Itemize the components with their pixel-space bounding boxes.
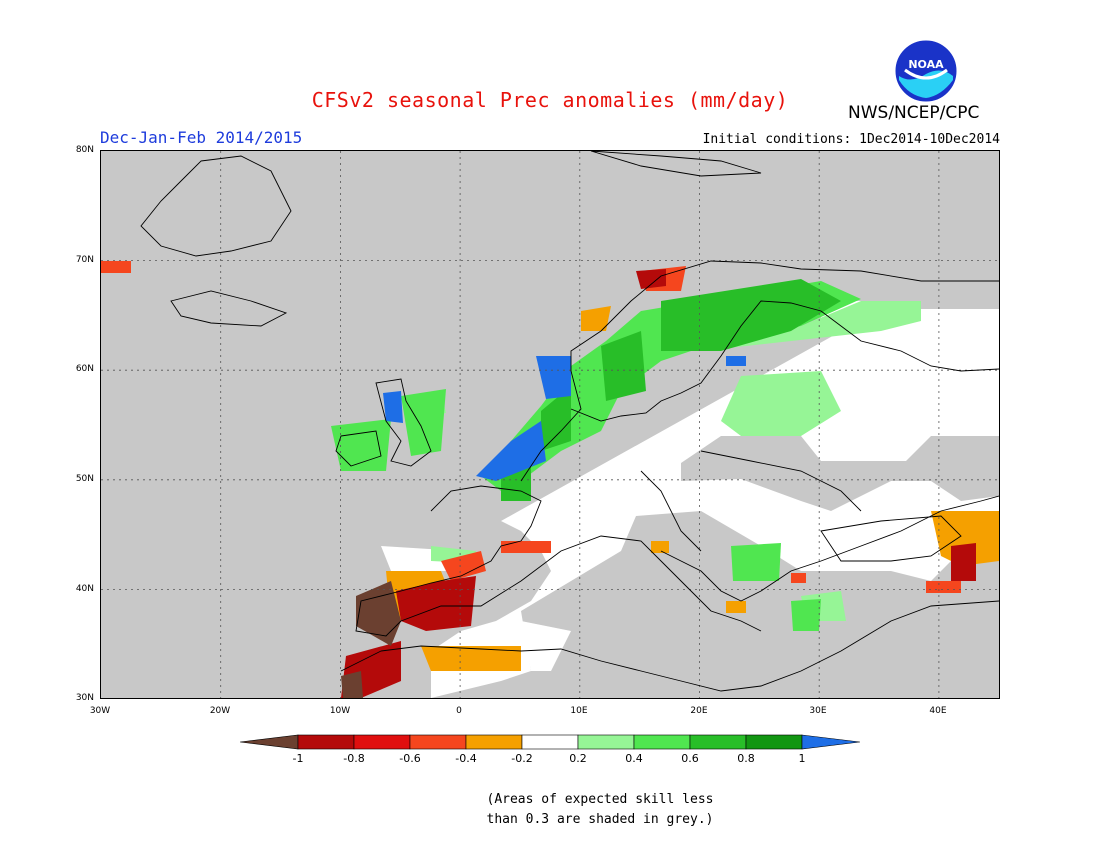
forecast-period: Dec-Jan-Feb 2014/2015	[100, 128, 303, 147]
legend-swatch-10	[801, 734, 860, 750]
near-zero-regions	[381, 301, 999, 698]
lat-label-50n: 50N	[75, 474, 94, 484]
chart-title: CFSv2 seasonal Prec anomalies (mm/day)	[311, 88, 789, 112]
lat-label-40n: 40N	[75, 584, 94, 594]
legend-swatch-8	[689, 734, 747, 750]
legend-label-2: -0.6	[399, 752, 421, 765]
lon-label-20w: 20W	[209, 706, 231, 716]
graticule	[101, 151, 999, 698]
skill-note-line-2: than 0.3 are shaded in grey.)	[486, 812, 714, 827]
skill-note-line-1: (Areas of expected skill less	[486, 792, 714, 807]
legend-swatch-5	[521, 734, 579, 750]
lon-label-30e: 30E	[809, 706, 827, 716]
lat-label-70n: 70N	[75, 255, 94, 265]
legend-label-4: -0.2	[511, 752, 533, 765]
noaa-logo-icon: NOAA	[895, 40, 957, 102]
dark-green-regions	[501, 279, 841, 501]
legend-label-6: 0.4	[625, 752, 643, 765]
legend-label-0: -1	[292, 752, 304, 765]
legend-swatch-0	[240, 734, 299, 750]
legend-label-1: -0.8	[343, 752, 365, 765]
legend-swatch-6	[577, 734, 635, 750]
legend-swatch-3	[409, 734, 467, 750]
legend-label-3: -0.4	[455, 752, 477, 765]
blue-regions	[383, 356, 746, 481]
legend-label-7: 0.6	[681, 752, 699, 765]
color-legend	[240, 734, 860, 750]
map-panel	[100, 150, 1000, 699]
legend-label-8: 0.8	[737, 752, 755, 765]
lon-label-40e: 40E	[929, 706, 947, 716]
map-canvas	[101, 151, 999, 698]
lat-label-80n: 80N	[75, 145, 94, 155]
legend-swatch-4	[465, 734, 523, 750]
legend-swatch-1	[297, 734, 355, 750]
lon-label-0: 0	[456, 706, 462, 716]
lon-label-10e: 10E	[570, 706, 588, 716]
svg-text:NOAA: NOAA	[908, 58, 944, 71]
legend-swatch-9	[745, 734, 803, 750]
lon-label-20e: 20E	[690, 706, 708, 716]
legend-label-9: 1	[798, 752, 806, 765]
lat-label-30n: 30N	[75, 693, 94, 703]
brown-regions	[341, 581, 401, 698]
lon-label-10w: 10W	[329, 706, 351, 716]
skill-note: (Areas of expected skill less than 0.3 a…	[380, 790, 820, 830]
lat-label-60n: 60N	[75, 364, 94, 374]
legend-swatch-7	[633, 734, 691, 750]
legend-swatch-2	[353, 734, 411, 750]
initial-conditions: Initial conditions: 1Dec2014-10Dec2014	[702, 132, 1000, 147]
agency-label: NWS/NCEP/CPC	[848, 103, 980, 123]
legend-label-5: 0.2	[569, 752, 587, 765]
coastlines	[140, 151, 999, 692]
lon-label-30w: 30W	[89, 706, 111, 716]
